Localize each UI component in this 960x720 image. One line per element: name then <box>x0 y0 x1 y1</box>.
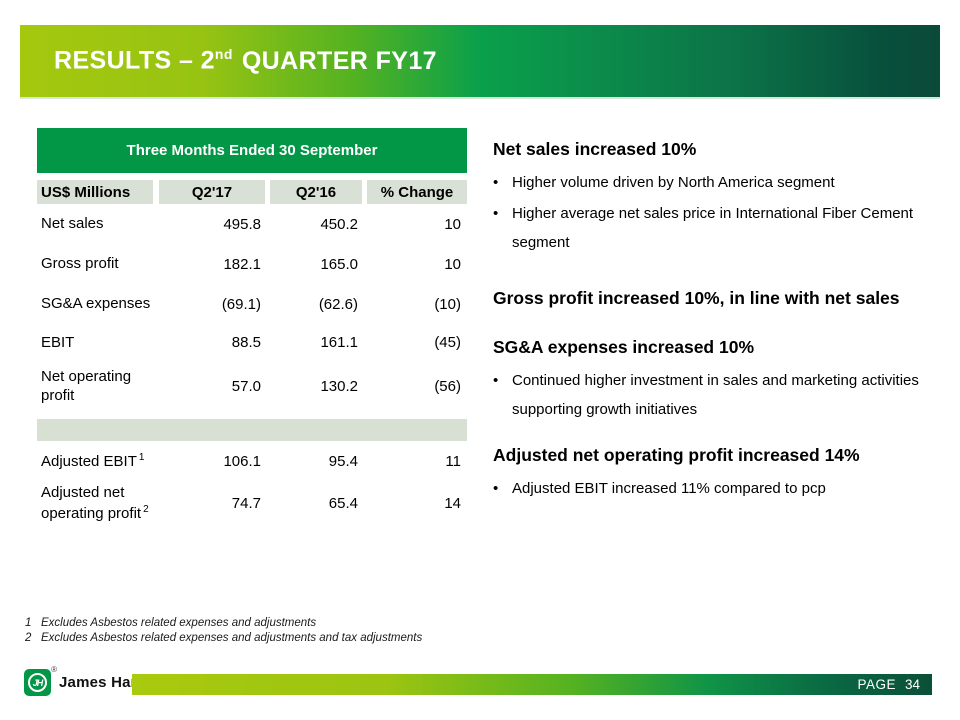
row-value-change: (10) <box>434 295 461 313</box>
title-superscript: nd <box>214 46 233 63</box>
page-number: 34 <box>904 677 920 692</box>
table-row: Net sales 495.8 450.2 10 <box>37 204 467 244</box>
logo-circle: JH <box>28 673 47 692</box>
page-title: RESULTS – 2nd QUARTER FY17 <box>54 46 437 75</box>
footnotes: 1 Excludes Asbestos related expenses and… <box>25 616 422 646</box>
table-row-adjusted: Adjusted EBIT 1 106.1 95.4 11 <box>37 445 467 477</box>
bullet-text: Continued higher investment in sales and… <box>512 372 919 418</box>
bullet-marker: • <box>493 174 499 191</box>
commentary-section: SG&A expenses increased 10% • Continued … <box>493 330 927 424</box>
row-value-q216: 130.2 <box>320 377 358 395</box>
row-label: Adjusted EBIT 1 <box>41 451 145 470</box>
title-text-before: RESULTS – 2 <box>54 46 215 75</box>
table-separator <box>37 419 467 441</box>
commentary-heading: SG&A expenses increased 10% <box>493 337 755 357</box>
bullet-text: Adjusted EBIT increased 11% compared to … <box>512 480 826 497</box>
row-value-q217: 74.7 <box>231 494 261 512</box>
footnote: 1 Excludes Asbestos related expenses and… <box>25 616 422 631</box>
table-header-row: US$ Millions Q2'17 Q2'16 % Change <box>37 180 467 204</box>
row-value-change: 14 <box>444 494 461 512</box>
row-value-q217: 495.8 <box>223 215 261 233</box>
commentary-heading: Gross profit increased 10%, in line with… <box>493 288 900 308</box>
row-label: Adjusted net operating profit 2 <box>41 484 149 522</box>
row-value-change: (56) <box>434 377 461 395</box>
table-row: EBIT 88.5 161.1 (45) <box>37 324 467 361</box>
footnote-number: 1 <box>25 617 32 629</box>
row-value-q217: 88.5 <box>231 334 261 351</box>
row-label: Gross profit <box>41 255 119 273</box>
table-title: Three Months Ended 30 September <box>37 128 467 173</box>
footnote-number: 2 <box>25 632 32 644</box>
bullet-item: • Higher volume driven by North America … <box>493 168 927 197</box>
row-label: Net sales <box>41 215 104 233</box>
row-value-q216: 165.0 <box>320 255 358 273</box>
column-header-q216: Q2'16 <box>270 180 362 204</box>
footnote-reference: 2 <box>143 503 149 515</box>
commentary-panel: Net sales increased 10% • Higher volume … <box>493 132 927 503</box>
row-value-q216: 450.2 <box>320 215 358 233</box>
bullet-item: • Continued higher investment in sales a… <box>493 366 927 424</box>
footnote-text: Excludes Asbestos related expenses and a… <box>41 632 423 644</box>
commentary-section: Adjusted net operating profit increased … <box>493 438 927 503</box>
registered-trademark-icon: ® <box>51 665 57 674</box>
row-value-change: 10 <box>444 255 461 273</box>
column-header-metric: US$ Millions <box>37 180 153 204</box>
column-header-change: % Change <box>367 180 467 204</box>
row-value-q217: (69.1) <box>221 295 261 313</box>
row-value-q217: 182.1 <box>223 255 261 273</box>
page-label: PAGE <box>857 677 896 692</box>
table-row: Net operating profit 57.0 130.2 (56) <box>37 361 467 411</box>
row-value-q216: 161.1 <box>320 334 358 351</box>
bullet-marker: • <box>493 205 499 222</box>
bullet-text: Higher volume driven by North America se… <box>512 174 835 191</box>
bullet-marker: • <box>493 480 499 497</box>
commentary-section: Net sales increased 10% • Higher volume … <box>493 132 927 257</box>
footnote-text: Excludes Asbestos related expenses and a… <box>41 617 317 629</box>
james-hardie-logo-icon: JH ® <box>24 665 57 696</box>
table-row-adjusted: Adjusted net operating profit 2 74.7 65.4… <box>37 477 467 529</box>
financials-table: Three Months Ended 30 September US$ Mill… <box>37 128 467 529</box>
row-value-q216: (62.6) <box>318 295 358 313</box>
title-text-after: QUARTER FY17 <box>241 46 437 75</box>
footnote: 2 Excludes Asbestos related expenses and… <box>25 631 422 646</box>
table-row: SG&A expenses (69.1) (62.6) (10) <box>37 284 467 324</box>
logo-monogram: JH <box>32 677 43 688</box>
commentary-heading: Adjusted net operating profit increased … <box>493 445 860 465</box>
footnote-reference: 1 <box>138 451 145 463</box>
row-value-change: (45) <box>434 334 461 351</box>
table-row: Gross profit 182.1 165.0 10 <box>37 244 467 284</box>
row-value-q216: 95.4 <box>328 452 358 470</box>
row-value-q216: 65.4 <box>328 494 358 512</box>
row-label: SG&A expenses <box>41 295 151 313</box>
bullet-marker: • <box>493 372 499 389</box>
commentary-heading: Net sales increased 10% <box>493 139 697 159</box>
slide-title-bar: RESULTS – 2nd QUARTER FY17 <box>20 25 940 99</box>
footer-bar: PAGE 34 <box>132 674 932 695</box>
row-value-q217: 57.0 <box>231 377 261 395</box>
row-value-change: 10 <box>444 215 461 233</box>
bullet-item: • Adjusted EBIT increased 11% compared t… <box>493 474 927 503</box>
commentary-section: Gross profit increased 10%, in line with… <box>493 281 927 315</box>
bullet-text: Higher average net sales price in Intern… <box>512 205 914 251</box>
row-value-change: 11 <box>445 452 461 470</box>
row-value-q217: 106.1 <box>223 452 261 470</box>
bullet-item: • Higher average net sales price in Inte… <box>493 199 927 257</box>
row-label: Net operating profit <box>41 367 132 405</box>
column-header-q217: Q2'17 <box>159 180 265 204</box>
row-label: EBIT <box>41 333 75 351</box>
